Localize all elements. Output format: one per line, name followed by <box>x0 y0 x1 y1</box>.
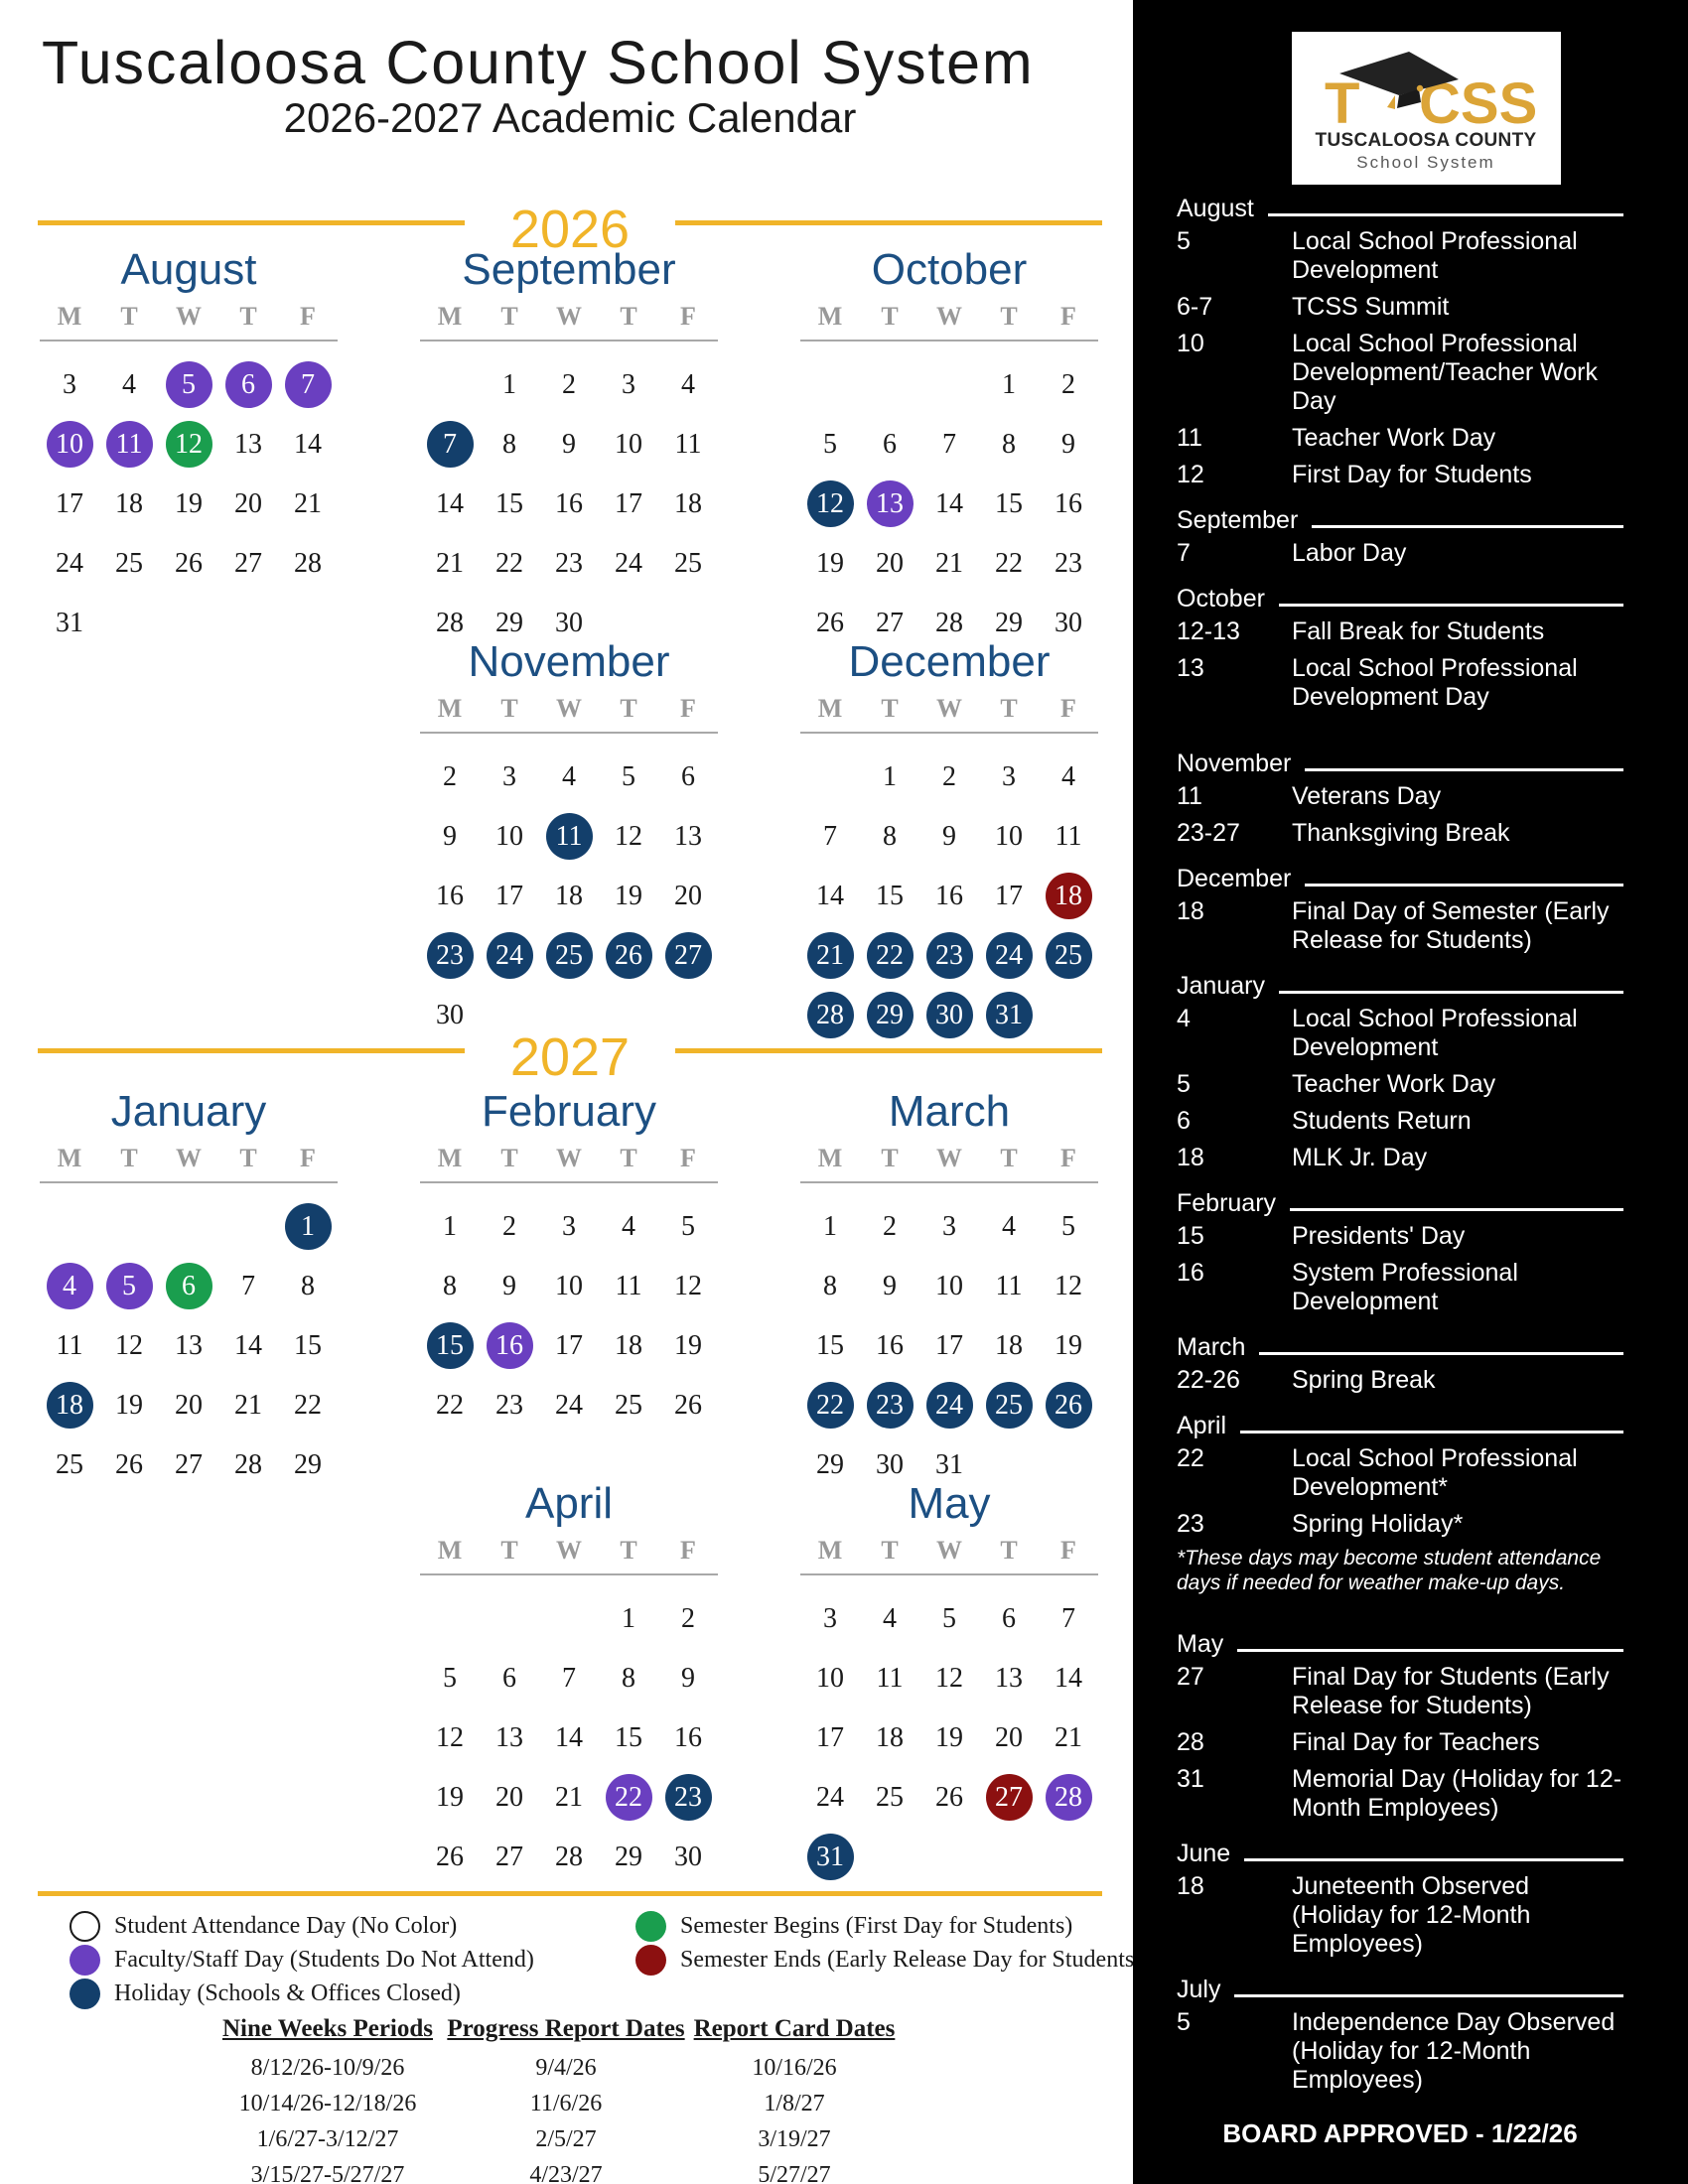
svg-text:T: T <box>1325 71 1359 136</box>
svg-text:School System: School System <box>1356 153 1494 172</box>
svg-text:TUSCALOOSA COUNTY: TUSCALOOSA COUNTY <box>1316 130 1537 151</box>
